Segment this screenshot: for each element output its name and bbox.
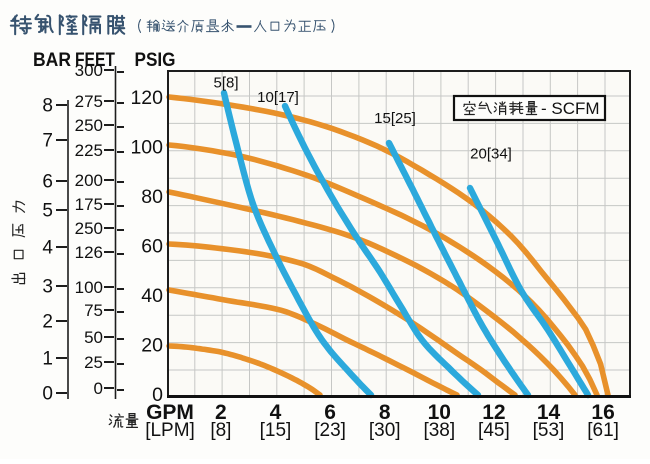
svg-text:10[17]: 10[17]: [257, 89, 299, 106]
svg-text:10: 10: [428, 401, 451, 424]
svg-text:225: 225: [75, 141, 103, 160]
svg-text:[23]: [23]: [314, 420, 346, 441]
svg-text:12: 12: [482, 401, 505, 424]
svg-text:175: 175: [75, 195, 103, 214]
svg-text:8: 8: [42, 96, 53, 117]
svg-text:20[34]: 20[34]: [470, 146, 512, 163]
svg-text:4: 4: [270, 401, 282, 424]
svg-text:14: 14: [537, 401, 561, 424]
svg-text:8: 8: [379, 401, 391, 424]
svg-text:GPM: GPM: [146, 401, 194, 424]
svg-text:80: 80: [141, 186, 163, 208]
svg-text:5[8]: 5[8]: [213, 75, 238, 92]
svg-text:75: 75: [84, 301, 103, 320]
svg-text:0: 0: [94, 379, 103, 398]
svg-text:[LPM]: [LPM]: [145, 420, 195, 441]
svg-text:[15]: [15]: [260, 420, 292, 441]
svg-text:2: 2: [42, 312, 53, 333]
svg-text:126: 126: [75, 243, 103, 262]
svg-text:120: 120: [130, 87, 163, 109]
svg-text:100: 100: [130, 137, 163, 159]
svg-text:20: 20: [141, 335, 163, 357]
svg-text:PSIG: PSIG: [135, 50, 176, 71]
svg-text:[61]: [61]: [587, 420, 619, 441]
svg-text:6: 6: [324, 401, 336, 424]
svg-text:2: 2: [215, 401, 227, 424]
svg-text:7: 7: [42, 131, 53, 152]
svg-text:4: 4: [42, 238, 53, 259]
svg-text:100: 100: [75, 278, 103, 297]
svg-text:BAR: BAR: [33, 50, 71, 71]
svg-text:275: 275: [75, 92, 103, 111]
svg-text:50: 50: [84, 328, 103, 347]
svg-text:60: 60: [141, 236, 163, 258]
svg-text:300: 300: [75, 61, 103, 80]
svg-text:[8]: [8]: [210, 420, 231, 441]
svg-text:FEET: FEET: [75, 50, 115, 71]
svg-text:[30]: [30]: [369, 420, 401, 441]
svg-text:[38]: [38]: [423, 420, 455, 441]
svg-text:250: 250: [75, 219, 103, 238]
svg-text:6: 6: [42, 172, 53, 193]
svg-text:[45]: [45]: [478, 420, 510, 441]
svg-text:0: 0: [152, 384, 163, 406]
svg-text:[53]: [53]: [533, 420, 565, 441]
svg-text:15[25]: 15[25]: [374, 110, 416, 127]
svg-text:- SCFM: - SCFM: [541, 99, 600, 118]
svg-text:250: 250: [75, 116, 103, 135]
svg-text:40: 40: [141, 285, 163, 307]
svg-text:16: 16: [591, 401, 614, 424]
svg-text:3: 3: [42, 277, 53, 298]
svg-text:1: 1: [42, 349, 53, 370]
svg-text:5: 5: [42, 201, 53, 222]
svg-text:200: 200: [75, 171, 103, 190]
svg-text:0: 0: [42, 384, 53, 405]
svg-text:25: 25: [84, 353, 103, 372]
